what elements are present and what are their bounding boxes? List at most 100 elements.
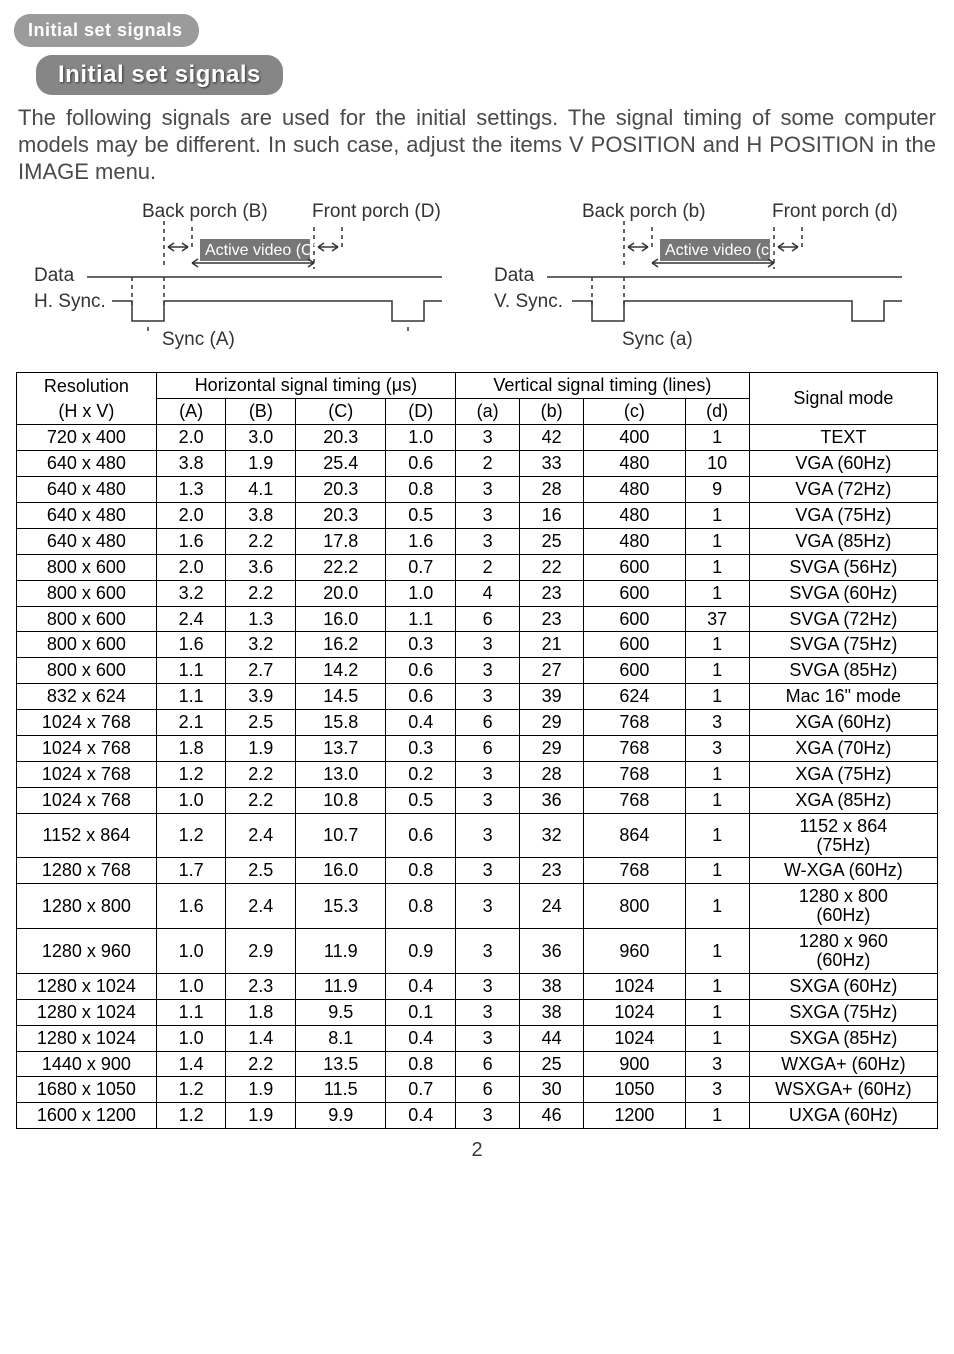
table-cell: 23	[520, 858, 584, 884]
table-cell: 1.2	[156, 1103, 226, 1129]
sync-a-label: Sync (A)	[162, 329, 235, 349]
table-cell: 32	[520, 813, 584, 858]
table-cell: 9.9	[296, 1103, 386, 1129]
page-number: 2	[0, 1139, 954, 1162]
table-cell: 38	[520, 973, 584, 999]
table-cell: 25.4	[296, 451, 386, 477]
table-cell: 1.0	[156, 973, 226, 999]
table-cell: 1.8	[226, 999, 296, 1025]
table-cell: 1280 x 1024	[17, 1025, 157, 1051]
table-cell: 640 x 480	[17, 477, 157, 503]
table-cell: 8.1	[296, 1025, 386, 1051]
table-cell: 1.4	[226, 1025, 296, 1051]
th-d: (D)	[386, 399, 456, 425]
table-cell: 2.0	[156, 554, 226, 580]
table-cell: 13.0	[296, 761, 386, 787]
table-cell: 3	[456, 813, 520, 858]
table-row: 720 x 4002.03.020.31.03424001TEXT	[17, 425, 938, 451]
table-cell: 3.0	[226, 425, 296, 451]
table-cell: 600	[584, 632, 685, 658]
table-cell: 3.8	[226, 502, 296, 528]
table-cell: 1.6	[156, 528, 226, 554]
table-row: 800 x 6001.63.216.20.33216001SVGA (75Hz)	[17, 632, 938, 658]
table-cell: 3	[456, 761, 520, 787]
table-row: 1680 x 10501.21.911.50.763010503WSXGA+ (…	[17, 1077, 938, 1103]
table-cell: 768	[584, 858, 685, 884]
table-cell: 1.3	[226, 606, 296, 632]
table-cell: 2.2	[226, 580, 296, 606]
table-cell: 1152 x 864(75Hz)	[749, 813, 937, 858]
table-cell: XGA (75Hz)	[749, 761, 937, 787]
table-cell: 37	[685, 606, 749, 632]
table-cell: 3.2	[226, 632, 296, 658]
table-cell: 1.9	[226, 451, 296, 477]
table-cell: 16.0	[296, 606, 386, 632]
table-cell: 2.9	[226, 929, 296, 974]
table-cell: 3	[685, 735, 749, 761]
table-cell: 6	[456, 1077, 520, 1103]
table-cell: 16.0	[296, 858, 386, 884]
table-row: 1440 x 9001.42.213.50.86259003WXGA+ (60H…	[17, 1051, 938, 1077]
table-cell: 0.8	[386, 884, 456, 929]
intro-paragraph: The following signals are used for the i…	[18, 105, 936, 185]
table-cell: 1440 x 900	[17, 1051, 157, 1077]
table-cell: 9.5	[296, 999, 386, 1025]
table-cell: 832 x 624	[17, 684, 157, 710]
table-row: 640 x 4801.62.217.81.63254801VGA (85Hz)	[17, 528, 938, 554]
table-cell: 624	[584, 684, 685, 710]
back-porch-b2-label: Back porch (b)	[582, 201, 706, 222]
table-cell: 1200	[584, 1103, 685, 1129]
table-cell: 480	[584, 502, 685, 528]
table-row: 800 x 6002.41.316.01.162360037SVGA (72Hz…	[17, 606, 938, 632]
table-cell: 6	[456, 606, 520, 632]
table-cell: 14.5	[296, 684, 386, 710]
th-hgroup: Horizontal signal timing (μs)	[156, 373, 455, 399]
table-cell: 0.8	[386, 477, 456, 503]
table-cell: 3.9	[226, 684, 296, 710]
table-cell: 29	[520, 710, 584, 736]
table-cell: 38	[520, 999, 584, 1025]
table-cell: 1.0	[156, 929, 226, 974]
table-cell: 1.8	[156, 735, 226, 761]
table-cell: 1280 x 1024	[17, 999, 157, 1025]
table-cell: 9	[685, 477, 749, 503]
table-cell: 0.6	[386, 658, 456, 684]
th-b: (B)	[226, 399, 296, 425]
table-cell: 768	[584, 787, 685, 813]
table-cell: XGA (85Hz)	[749, 787, 937, 813]
table-cell: 6	[456, 735, 520, 761]
table-cell: 25	[520, 1051, 584, 1077]
table-cell: 16	[520, 502, 584, 528]
table-cell: 960	[584, 929, 685, 974]
table-cell: WXGA+ (60Hz)	[749, 1051, 937, 1077]
table-cell: 640 x 480	[17, 451, 157, 477]
active-video-c-label: Active video (C)	[205, 242, 318, 259]
page-root: Initial set signals Initial set signals …	[0, 0, 954, 1162]
table-cell: 800 x 600	[17, 606, 157, 632]
table-cell: 1.7	[156, 858, 226, 884]
table-cell: 0.6	[386, 451, 456, 477]
table-cell: 2.2	[226, 1051, 296, 1077]
table-row: 1024 x 7682.12.515.80.46297683XGA (60Hz)	[17, 710, 938, 736]
table-cell: VGA (85Hz)	[749, 528, 937, 554]
th-resolution: Resolution	[17, 373, 157, 399]
table-cell: 2.3	[226, 973, 296, 999]
table-cell: 28	[520, 761, 584, 787]
table-row: 832 x 6241.13.914.50.63396241Mac 16" mod…	[17, 684, 938, 710]
table-cell: 13.7	[296, 735, 386, 761]
table-cell: UXGA (60Hz)	[749, 1103, 937, 1129]
table-cell: 3	[685, 710, 749, 736]
table-cell: XGA (70Hz)	[749, 735, 937, 761]
table-cell: 1	[685, 999, 749, 1025]
table-row: 1024 x 7681.02.210.80.53367681XGA (85Hz)	[17, 787, 938, 813]
table-cell: 1280 x 1024	[17, 973, 157, 999]
section-label: Initial set signals	[14, 14, 199, 47]
table-cell: 800 x 600	[17, 632, 157, 658]
th-signalmode: Signal mode	[749, 373, 937, 425]
table-cell: 3.2	[156, 580, 226, 606]
table-cell: 20.3	[296, 477, 386, 503]
sync-a2-label: Sync (a)	[622, 329, 693, 349]
table-cell: 1.9	[226, 1077, 296, 1103]
title-badge: Initial set signals	[36, 55, 283, 95]
table-cell: TEXT	[749, 425, 937, 451]
